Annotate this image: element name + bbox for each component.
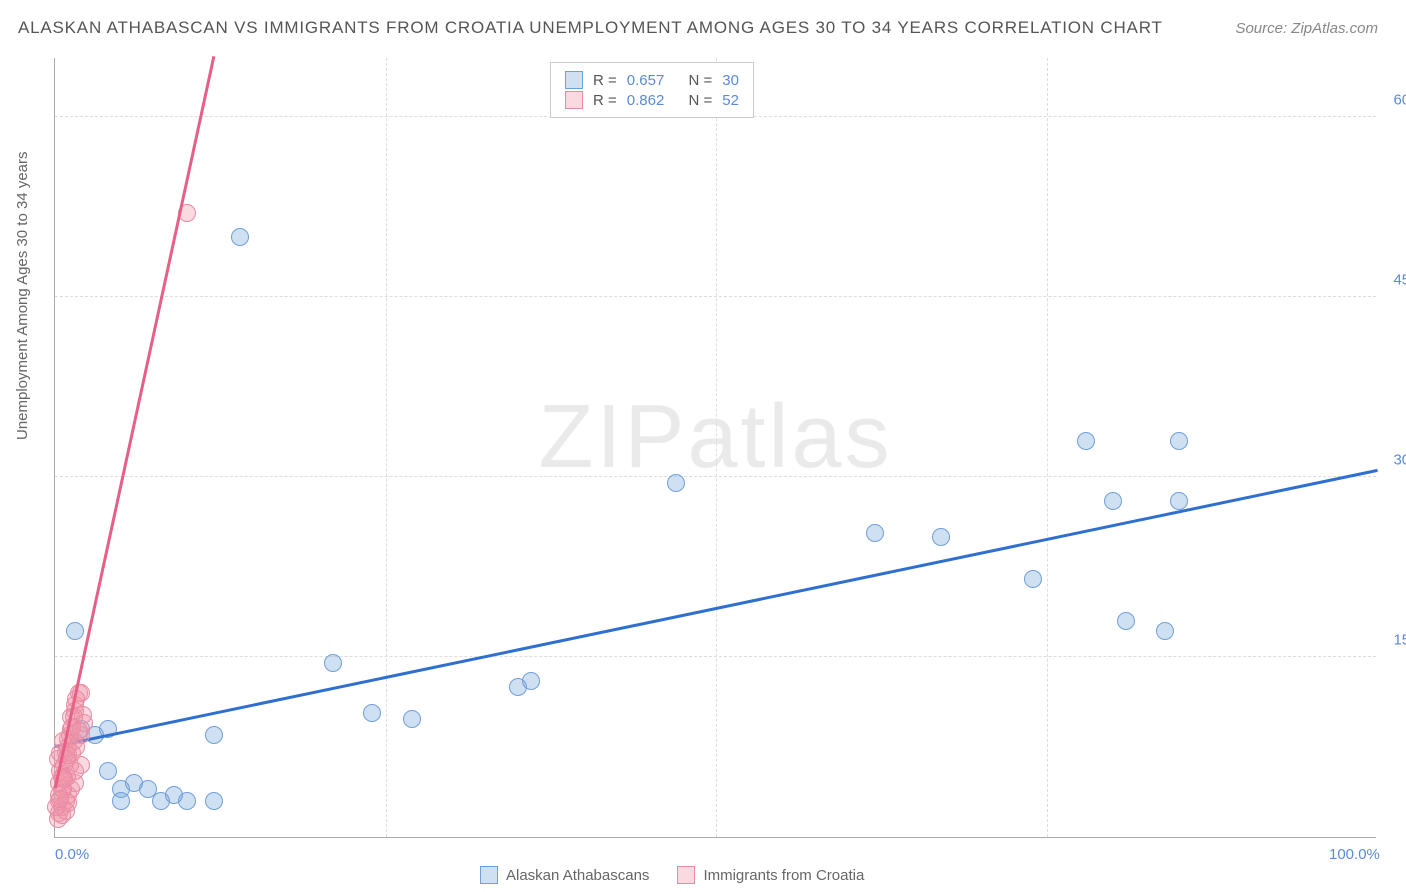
y-tick-label: 30.0% [1393, 452, 1406, 469]
chart-area: ZIPatlas 15.0%30.0%45.0%60.0%0.0%100.0% [54, 58, 1376, 838]
r-value-1: 0.657 [627, 72, 665, 89]
data-point [866, 524, 884, 542]
data-point [66, 622, 84, 640]
gridline-v [716, 58, 717, 837]
data-point [1117, 612, 1135, 630]
correlation-legend: R = 0.657 N = 30 R = 0.862 N = 52 [550, 62, 754, 118]
data-point [1104, 492, 1122, 510]
r-value-2: 0.862 [627, 92, 665, 109]
data-point [1170, 492, 1188, 510]
legend-row-series-1: R = 0.657 N = 30 [565, 71, 739, 89]
trend-line [54, 55, 215, 788]
swatch-series-1 [565, 71, 583, 89]
data-point [324, 654, 342, 672]
n-value-1: 30 [722, 72, 739, 89]
legend-row-series-2: R = 0.862 N = 52 [565, 91, 739, 109]
scatter-plot: ZIPatlas 15.0%30.0%45.0%60.0%0.0%100.0% [54, 58, 1376, 838]
r-label: R = [593, 92, 617, 109]
data-point [67, 738, 85, 756]
n-label: N = [688, 92, 712, 109]
data-point [99, 762, 117, 780]
data-point [1156, 622, 1174, 640]
swatch-series-1 [480, 866, 498, 884]
y-axis-label: Unemployment Among Ages 30 to 34 years [14, 151, 31, 440]
data-point [363, 704, 381, 722]
data-point [1024, 570, 1042, 588]
chart-header: ALASKAN ATHABASCAN VS IMMIGRANTS FROM CR… [0, 0, 1406, 38]
gridline-v [386, 58, 387, 837]
legend-label-2: Immigrants from Croatia [703, 867, 864, 884]
data-point [1170, 432, 1188, 450]
x-tick-label: 0.0% [55, 846, 89, 863]
data-point [231, 228, 249, 246]
data-point [51, 790, 69, 808]
data-point [667, 474, 685, 492]
data-point [205, 726, 223, 744]
legend-item-1: Alaskan Athabascans [480, 866, 649, 884]
legend-label-1: Alaskan Athabascans [506, 867, 649, 884]
n-label: N = [688, 72, 712, 89]
data-point [125, 774, 143, 792]
y-tick-label: 60.0% [1393, 92, 1406, 109]
swatch-series-2 [565, 91, 583, 109]
data-point [74, 706, 92, 724]
data-point [70, 722, 88, 740]
data-point [522, 672, 540, 690]
swatch-series-2 [677, 866, 695, 884]
gridline-v [1047, 58, 1048, 837]
data-point [1077, 432, 1095, 450]
series-legend: Alaskan Athabascans Immigrants from Croa… [480, 866, 864, 884]
legend-item-2: Immigrants from Croatia [677, 866, 864, 884]
r-label: R = [593, 72, 617, 89]
data-point [403, 710, 421, 728]
data-point [112, 792, 130, 810]
chart-title: ALASKAN ATHABASCAN VS IMMIGRANTS FROM CR… [18, 18, 1163, 38]
source-attribution: Source: ZipAtlas.com [1235, 20, 1378, 37]
data-point [178, 792, 196, 810]
data-point [932, 528, 950, 546]
y-tick-label: 45.0% [1393, 272, 1406, 289]
x-tick-label: 100.0% [1329, 846, 1380, 863]
n-value-2: 52 [722, 92, 739, 109]
y-tick-label: 15.0% [1393, 632, 1406, 649]
data-point [205, 792, 223, 810]
